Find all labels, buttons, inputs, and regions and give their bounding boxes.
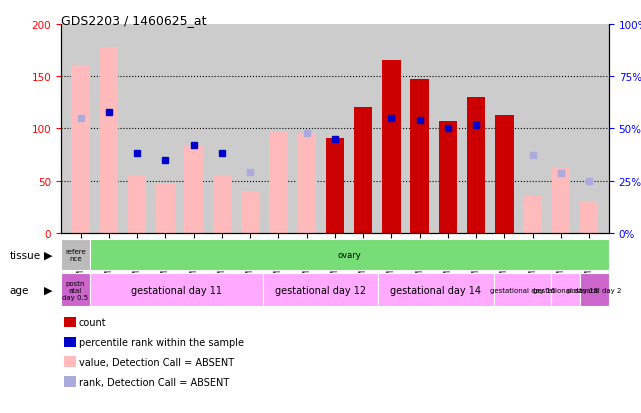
Bar bbox=[269, 132, 288, 233]
Text: rank, Detection Call = ABSENT: rank, Detection Call = ABSENT bbox=[79, 377, 229, 387]
Bar bbox=[438, 122, 457, 233]
Bar bbox=[552, 169, 570, 233]
Bar bbox=[580, 273, 609, 306]
Bar bbox=[495, 116, 513, 233]
Text: ▶: ▶ bbox=[44, 250, 52, 260]
Text: refere
nce: refere nce bbox=[65, 249, 86, 261]
Text: count: count bbox=[79, 317, 106, 327]
Bar bbox=[185, 146, 203, 233]
Bar bbox=[100, 48, 118, 233]
Text: gestational day 18: gestational day 18 bbox=[533, 287, 598, 293]
Text: gestational day 16: gestational day 16 bbox=[490, 287, 555, 293]
Text: tissue: tissue bbox=[10, 250, 41, 260]
Bar bbox=[382, 61, 401, 233]
Bar bbox=[263, 273, 378, 306]
Text: postnatal day 2: postnatal day 2 bbox=[567, 287, 622, 293]
Bar bbox=[297, 134, 316, 233]
Bar bbox=[90, 273, 263, 306]
Bar bbox=[551, 273, 580, 306]
Bar bbox=[410, 80, 429, 233]
Text: gestational day 11: gestational day 11 bbox=[131, 285, 222, 295]
Text: value, Detection Call = ABSENT: value, Detection Call = ABSENT bbox=[79, 357, 234, 367]
Bar bbox=[378, 273, 494, 306]
Bar bbox=[61, 273, 90, 306]
Text: age: age bbox=[10, 285, 29, 295]
Bar bbox=[241, 192, 260, 233]
Bar bbox=[467, 98, 485, 233]
Text: GDS2203 / 1460625_at: GDS2203 / 1460625_at bbox=[61, 14, 206, 27]
Bar bbox=[156, 183, 174, 233]
Text: gestational day 14: gestational day 14 bbox=[390, 285, 481, 295]
Bar bbox=[524, 197, 542, 233]
Bar bbox=[580, 202, 598, 233]
Bar bbox=[354, 108, 372, 233]
Text: postn
atal
day 0.5: postn atal day 0.5 bbox=[62, 280, 88, 300]
Bar bbox=[128, 177, 146, 233]
Text: percentile rank within the sample: percentile rank within the sample bbox=[79, 337, 244, 347]
Text: gestational day 12: gestational day 12 bbox=[275, 285, 366, 295]
Bar bbox=[61, 240, 90, 271]
Bar bbox=[326, 138, 344, 233]
Bar bbox=[72, 66, 90, 233]
Bar bbox=[213, 177, 231, 233]
Bar bbox=[494, 273, 551, 306]
Text: ovary: ovary bbox=[337, 251, 362, 259]
Text: ▶: ▶ bbox=[44, 285, 52, 295]
